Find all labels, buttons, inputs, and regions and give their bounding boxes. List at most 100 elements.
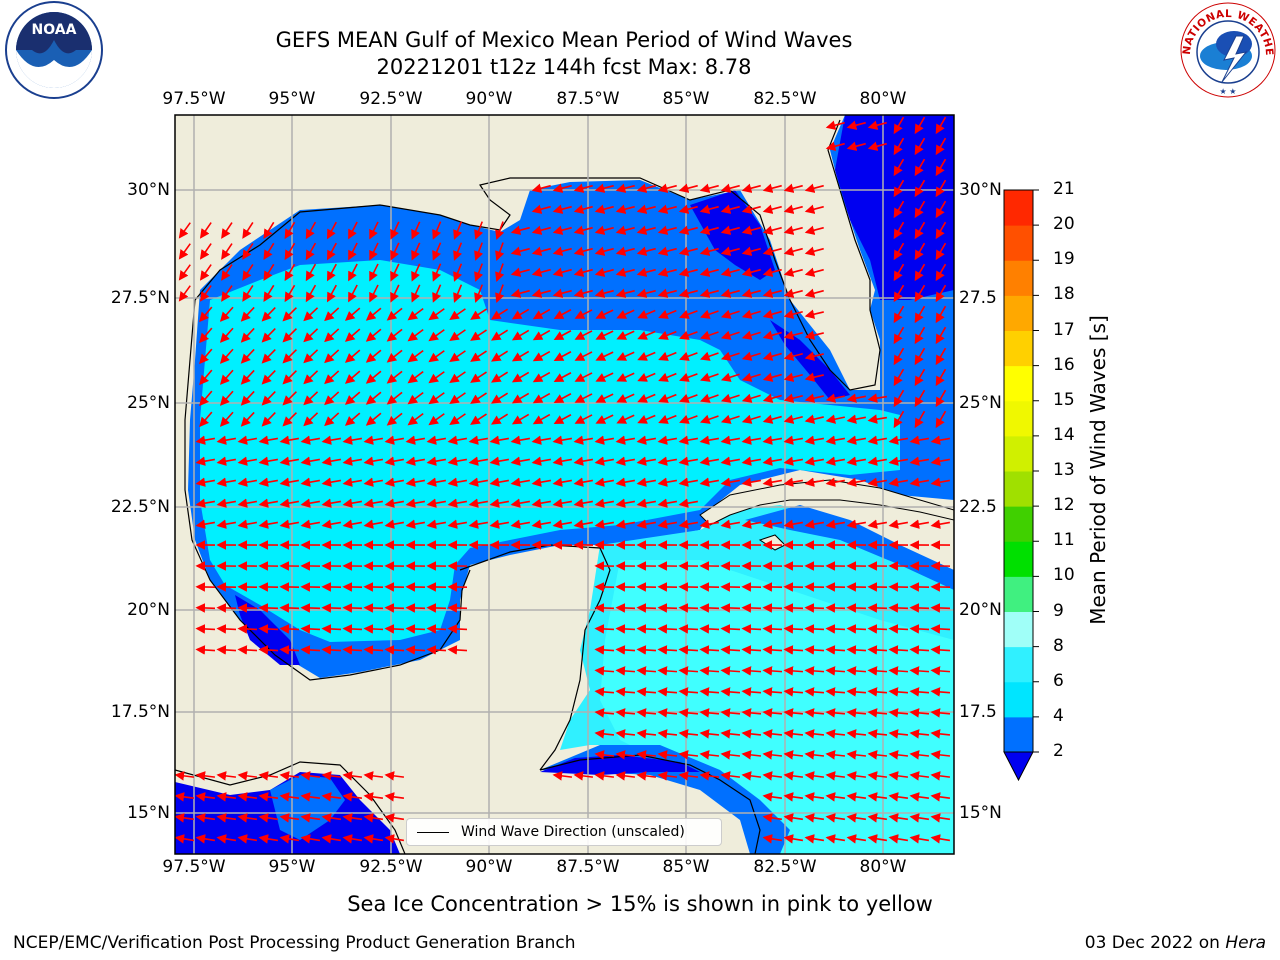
wind-wave-arrow — [741, 414, 761, 424]
wind-wave-arrow — [216, 645, 237, 655]
wind-wave-arrow — [324, 307, 340, 322]
wind-wave-arrow — [762, 729, 783, 739]
wind-wave-arrow — [825, 414, 845, 424]
wind-wave-arrow — [261, 348, 276, 364]
wind-wave-arrow — [324, 370, 340, 385]
wind-wave-arrow — [825, 771, 846, 781]
wind-wave-arrow — [324, 412, 340, 427]
wind-wave-arrow — [552, 267, 572, 277]
wind-wave-arrow — [474, 221, 484, 240]
colorbar-segment — [1004, 400, 1033, 437]
wind-wave-arrow — [348, 242, 358, 261]
wind-wave-arrow — [470, 308, 487, 320]
wind-wave-arrow — [447, 603, 468, 613]
wind-wave-arrow — [783, 330, 803, 340]
wind-wave-arrow — [615, 519, 636, 529]
colorbar — [1003, 189, 1039, 782]
wind-wave-arrow — [552, 225, 572, 235]
wind-wave-arrow — [390, 284, 400, 303]
wind-wave-arrow — [846, 603, 867, 613]
wind-wave-arrow — [616, 351, 635, 361]
wind-wave-arrow — [615, 477, 636, 487]
wind-wave-arrow — [553, 351, 572, 362]
wind-wave-arrow — [263, 242, 275, 261]
wind-wave-arrow — [783, 519, 804, 529]
wind-wave-arrow — [762, 519, 783, 529]
wind-wave-arrow — [741, 666, 762, 676]
colorbar-tick-label: 9 — [1053, 600, 1064, 621]
wind-wave-arrow — [453, 221, 463, 240]
wind-wave-arrow — [531, 477, 552, 487]
wind-wave-arrow — [552, 477, 573, 487]
svg-text:NOAA: NOAA — [32, 22, 77, 38]
wind-wave-arrow — [741, 351, 761, 361]
wind-wave-arrow — [679, 309, 698, 319]
wind-wave-arrow — [741, 603, 762, 613]
wind-wave-arrow — [741, 267, 761, 277]
wind-wave-arrow — [930, 750, 951, 760]
wind-wave-arrow — [700, 309, 719, 319]
wind-wave-arrow — [783, 456, 804, 466]
wind-wave-arrow — [804, 519, 825, 529]
wind-wave-arrow — [699, 750, 720, 760]
wind-wave-arrow — [221, 222, 233, 239]
wind-wave-arrow — [453, 284, 463, 303]
wind-wave-arrow — [930, 603, 951, 613]
wind-wave-arrow — [930, 813, 951, 823]
wind-wave-arrow — [474, 284, 484, 303]
wind-wave-arrow — [678, 708, 699, 718]
wind-wave-arrow — [846, 666, 867, 676]
wind-wave-arrow — [657, 288, 677, 298]
wind-wave-arrow — [595, 309, 614, 319]
wind-wave-arrow — [326, 242, 337, 261]
wind-wave-arrow — [195, 624, 216, 634]
wind-wave-arrow — [636, 687, 657, 697]
wind-wave-arrow — [242, 242, 254, 260]
wind-wave-arrow — [699, 519, 720, 529]
wind-wave-arrow — [407, 370, 424, 384]
wind-wave-arrow — [594, 666, 615, 676]
wind-wave-arrow — [699, 246, 719, 256]
wind-wave-arrow — [783, 288, 803, 298]
map-frame — [174, 114, 955, 855]
wind-wave-arrow — [511, 392, 530, 404]
wind-wave-arrow — [867, 141, 887, 151]
wind-wave-arrow — [321, 834, 342, 844]
wind-wave-arrow — [720, 708, 741, 718]
wind-wave-arrow — [303, 370, 319, 385]
wind-wave-arrow — [888, 477, 909, 487]
wind-wave-arrow — [510, 246, 530, 256]
wind-wave-arrow — [636, 477, 657, 487]
wind-wave-arrow — [552, 498, 573, 508]
wind-wave-arrow — [783, 771, 804, 781]
wind-wave-arrow — [511, 413, 530, 425]
wind-wave-arrow — [573, 246, 593, 256]
wind-wave-arrow — [741, 225, 761, 235]
wind-wave-arrow — [407, 328, 424, 342]
wind-wave-arrow — [762, 645, 783, 655]
wind-wave-arrow — [914, 389, 926, 408]
wind-wave-arrow — [449, 371, 466, 384]
wind-wave-arrow — [720, 288, 740, 298]
wind-wave-arrow — [867, 792, 888, 802]
colorbar-tick-label: 19 — [1053, 249, 1075, 270]
colorbar-segment — [1004, 365, 1033, 402]
wind-wave-arrow — [369, 242, 379, 261]
wind-wave-arrow — [783, 834, 804, 844]
wind-wave-arrow — [552, 246, 572, 256]
wind-wave-arrow — [741, 708, 762, 718]
wind-wave-arrow — [762, 246, 782, 256]
wind-wave-arrow — [411, 242, 421, 261]
wind-wave-arrow — [741, 477, 762, 487]
wind-wave-arrow — [700, 372, 719, 382]
wind-wave-arrow — [384, 603, 405, 613]
wind-wave-arrow — [783, 708, 804, 718]
wind-wave-arrow — [531, 204, 551, 214]
wind-wave-arrow — [258, 603, 279, 613]
wind-wave-arrow — [720, 603, 741, 613]
wind-wave-arrow — [720, 687, 741, 697]
wind-wave-arrow — [365, 370, 382, 384]
wind-wave-arrow — [678, 246, 698, 256]
wind-wave-arrow — [699, 729, 720, 739]
